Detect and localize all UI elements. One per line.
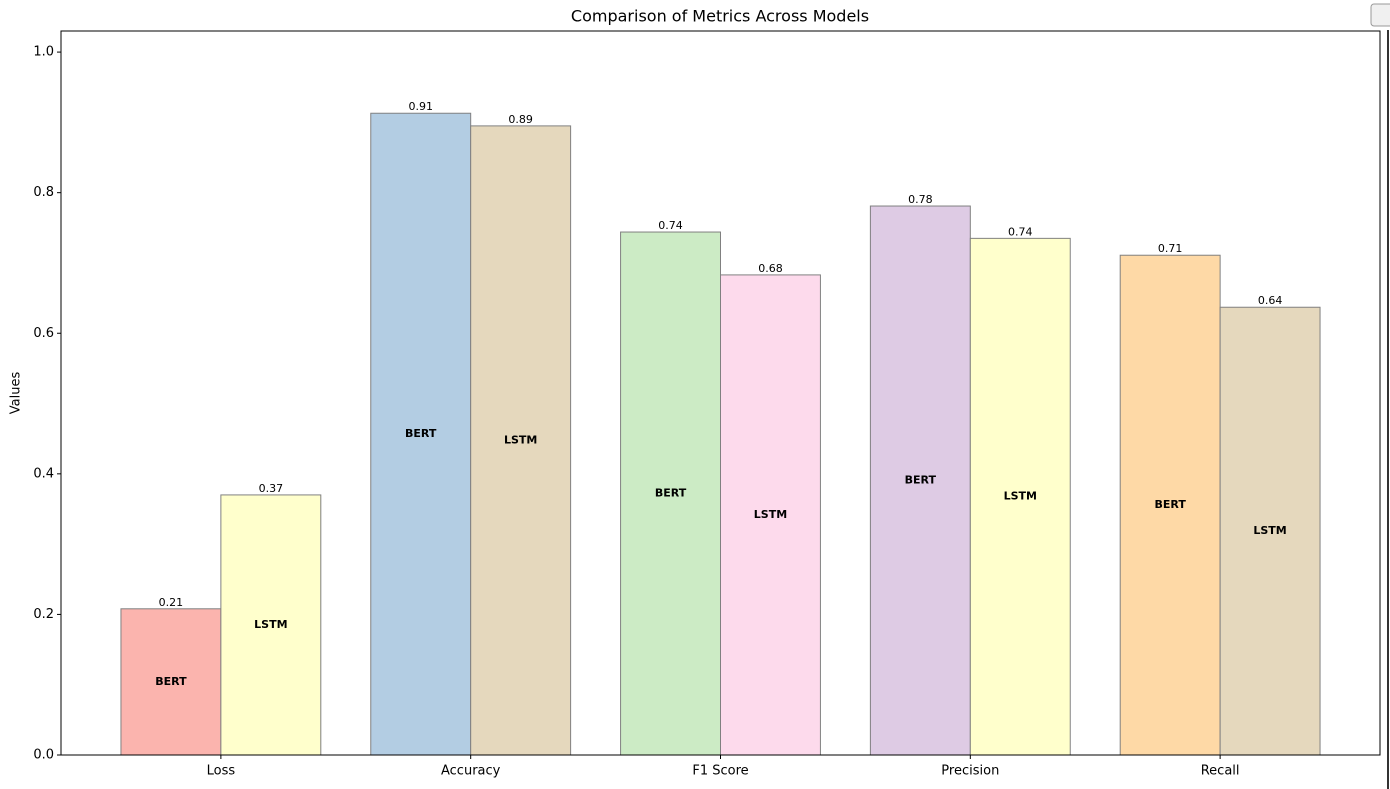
bar-series-label: BERT (905, 474, 937, 487)
bar (720, 274, 821, 756)
bar-series-label: BERT (655, 487, 687, 500)
bar-series-label: BERT (1154, 498, 1186, 511)
bar (869, 205, 971, 756)
bar-series-label: LSTM (1253, 524, 1286, 537)
bar (370, 112, 472, 756)
scroll-edge (1387, 30, 1389, 789)
y-tick-label: 0.2 (33, 607, 54, 622)
value-label: 0.74 (658, 219, 683, 232)
y-tick-label: 0.4 (33, 466, 54, 481)
value-label: 0.37 (259, 482, 284, 495)
bar-series-label: LSTM (754, 508, 787, 521)
value-label: 0.64 (1258, 294, 1283, 307)
value-label: 0.68 (758, 262, 783, 275)
x-tick-label: Recall (1201, 764, 1240, 779)
value-label: 0.21 (159, 596, 184, 609)
bar-series-label: LSTM (254, 618, 287, 631)
y-tick-label: 0.8 (33, 185, 54, 200)
bar (969, 237, 1071, 756)
x-tick-label: Precision (941, 764, 999, 779)
value-label: 0.74 (1008, 225, 1033, 238)
value-label: 0.89 (508, 113, 533, 126)
x-tick-label: Loss (207, 764, 236, 779)
value-label: 0.71 (1158, 242, 1183, 255)
bar-series-label: LSTM (504, 433, 537, 446)
y-tick-label: 1.0 (33, 45, 54, 60)
bar (1219, 306, 1321, 756)
value-label: 0.78 (908, 193, 933, 206)
toolbar-button[interactable] (1370, 3, 1390, 27)
bar (470, 125, 572, 756)
y-tick-label: 0.0 (33, 748, 54, 763)
x-tick-label: F1 Score (692, 764, 748, 779)
y-axis-label: Values (9, 372, 24, 415)
bar-series-label: BERT (405, 427, 437, 440)
y-tick-label: 0.6 (33, 326, 54, 341)
chart-title: Comparison of Metrics Across Models (571, 7, 869, 26)
value-label: 0.91 (408, 100, 433, 113)
x-tick-label: Accuracy (441, 764, 501, 779)
bar-series-label: BERT (155, 675, 187, 688)
bar (1119, 254, 1221, 756)
bar (220, 494, 322, 756)
plot-frame (60, 30, 1381, 756)
bar-series-label: LSTM (1004, 490, 1037, 503)
